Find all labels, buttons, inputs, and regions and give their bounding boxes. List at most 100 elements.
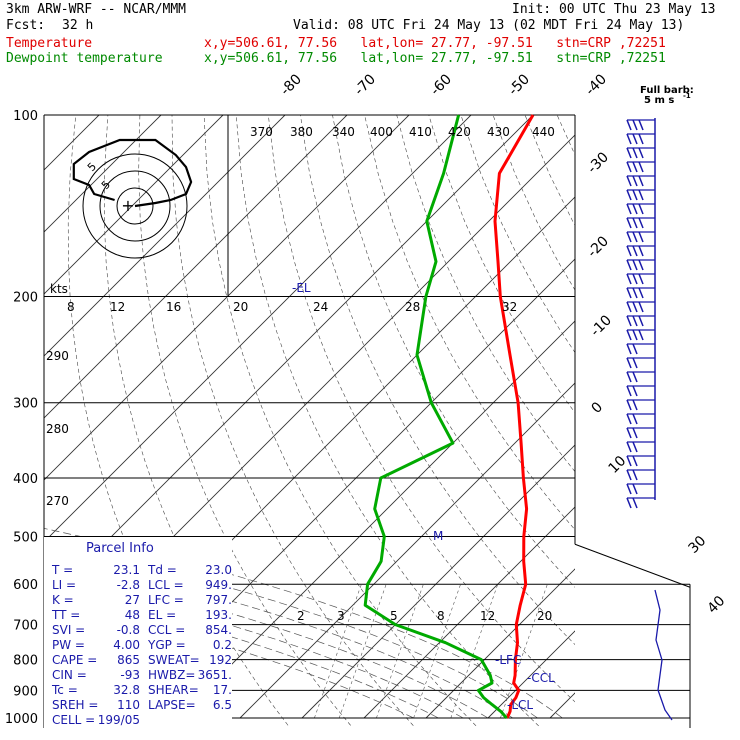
isotherm-label: -40: [583, 71, 610, 98]
valid-time: Valid: 08 UTC Fri 24 May 13 (02 MDT Fri …: [293, 18, 685, 33]
pressure-tick-label: 200: [13, 291, 38, 306]
barb-legend-line3: -1: [683, 92, 691, 100]
parcel-row-value2: 0.2: [213, 638, 232, 652]
isotherm-label: 0: [589, 399, 607, 417]
parcel-row-value2: 17.: [213, 683, 232, 697]
parcel-row-key1: CIN =: [52, 668, 87, 682]
parcel-row-value1: -93: [120, 668, 140, 682]
wind-barb-flag: [632, 385, 638, 397]
dewpoint-profile: [363, 114, 508, 719]
parcel-row-value2: 797.: [205, 593, 232, 607]
wind-barb-flag: [632, 245, 638, 257]
parcel-row-value2: 6.5: [213, 698, 232, 712]
wind-barb-flag: [638, 329, 644, 341]
wind-barb-flag: [626, 441, 632, 453]
wind-barb-flag: [632, 343, 638, 355]
parcel-row-value2: 193.: [205, 608, 232, 622]
wind-barb-flag: [638, 273, 644, 285]
wind-barb-flag: [632, 469, 638, 481]
parcel-row-value1: 865: [117, 653, 140, 667]
theta-left-label: 290: [46, 349, 69, 363]
parcel-row-key2: CCL =: [148, 623, 185, 637]
wind-barb-flag: [632, 399, 638, 411]
isotherm-line: [44, 115, 534, 605]
sounding-profiles: [363, 114, 535, 719]
mixing-ratio-label: 8: [437, 609, 445, 623]
pressure-tick-label: 1000: [5, 712, 38, 727]
barb-legend-line1: Full barb:: [640, 85, 694, 96]
wind-barb-flag: [632, 497, 638, 509]
mixing-ratio-label: 20: [537, 609, 552, 623]
wind-barb-flag: [638, 315, 644, 327]
wind-barb-flag: [632, 147, 638, 159]
isotherm-label: -50: [506, 71, 533, 98]
parcel-row-key2: Td =: [147, 563, 177, 577]
wind-barb-flag: [626, 413, 632, 425]
dry-adiabat: [589, 115, 740, 731]
isotherm-label: -20: [585, 233, 612, 260]
parcel-row-value2: 23.0: [205, 563, 232, 577]
isotherm-line: [239, 382, 575, 719]
theta-label: 420: [448, 125, 471, 139]
pressure-tick-label: 100: [13, 109, 38, 124]
lfc-marker: -LFC: [495, 653, 521, 667]
model-title: 3km ARW-WRF -- NCAR/MMM: [6, 2, 187, 17]
wind-barb-flag: [626, 189, 632, 201]
parcel-row-value1: 27: [125, 593, 140, 607]
wind-barb-flag: [626, 175, 632, 187]
isotherm-line: [44, 115, 348, 419]
wind-barbs: [626, 118, 673, 721]
isotherm-label: 10: [606, 453, 630, 477]
parcel-row-value1: 199/05: [98, 713, 140, 727]
hodograph-ring: [99, 170, 171, 242]
wind-barb-flag: [638, 245, 644, 257]
wind-barb-flag: [626, 343, 632, 355]
parcel-row-value1: 23.1: [113, 563, 140, 577]
right-skew-edge: [574, 543, 691, 588]
wind-barb-flag: [632, 259, 638, 271]
isotherm-label: -70: [352, 71, 379, 98]
wind-barb-flag: [638, 217, 644, 229]
dry-adiabat: [556, 115, 575, 156]
barb-legend: Full barb: 5 m s -1: [640, 85, 694, 106]
mixing-ratio-label: 12: [480, 609, 495, 623]
temperature-profile: [493, 114, 535, 719]
parcel-row-key1: TT =: [51, 608, 80, 622]
wind-barb-flag: [638, 189, 644, 201]
pressure-tick-label: 900: [13, 684, 38, 699]
parcel-info-box: Parcel Info T = 23.1 Td = 23.0 LI = -2.8 LCL = 9…: [44, 537, 232, 728]
temperature-legend-label: Temperature: [6, 36, 93, 51]
wind-barb-flag: [632, 441, 638, 453]
parcel-row-value1: 110: [117, 698, 140, 712]
wind-barb-flag: [626, 357, 632, 369]
parcel-info-background: [44, 537, 232, 728]
isotherm-label: 40: [705, 593, 729, 617]
wind-barb-flag: [626, 399, 632, 411]
dry-adiabat: [653, 115, 740, 731]
forecast-hour: 32 h: [62, 18, 94, 33]
wind-barb-flag: [632, 371, 638, 383]
isotherm-line: [736, 115, 740, 718]
wind-barb-flag: [632, 231, 638, 243]
wind-barb-flag: [632, 427, 638, 439]
theta-label: 430: [487, 125, 510, 139]
pressure-tick-label: 700: [13, 619, 38, 634]
wind-barb-flag: [638, 287, 644, 299]
wind-barb-flag: [626, 315, 632, 327]
isotherm-line: [425, 568, 575, 719]
theta-label: 410: [409, 125, 432, 139]
wind-barb-flag: [632, 119, 638, 131]
dewpoint-location-info: x,y=506.61, 77.56 lat,lon= 27.77, -97.51…: [204, 51, 666, 66]
hodograph-ring: [116, 187, 154, 225]
wind-barb-flag: [632, 483, 638, 495]
wetbulb-label: 28: [405, 300, 420, 314]
parcel-row-key1: PW =: [52, 638, 85, 652]
pressure-tick-label: 800: [13, 654, 38, 669]
mixing-ratio-line: [413, 584, 461, 719]
isotherm-line: [549, 692, 575, 719]
wind-barb-flag: [626, 427, 632, 439]
parcel-row-value2: 854.: [205, 623, 232, 637]
theta-label: 400: [370, 125, 393, 139]
